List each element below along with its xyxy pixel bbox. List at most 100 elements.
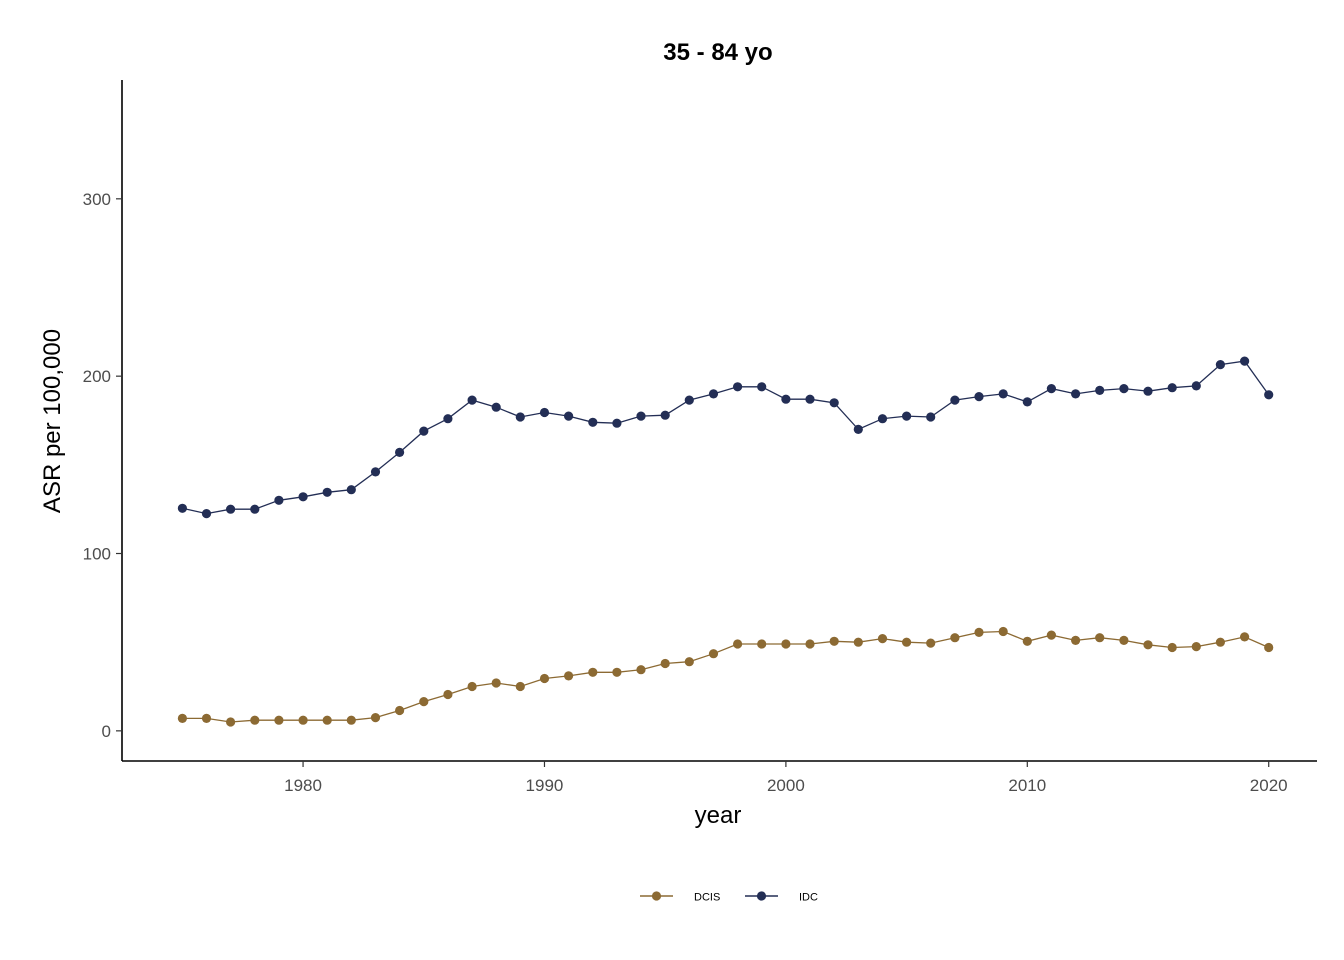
data-point-dcis (1191, 642, 1201, 652)
chart-title: 35 - 84 yo (663, 39, 772, 66)
x-tick-label: 1980 (284, 776, 322, 795)
legend-label-idc: IDC (799, 892, 818, 904)
series-layer (177, 356, 1274, 727)
data-point-idc (684, 395, 694, 405)
data-point-dcis (829, 636, 839, 646)
data-point-dcis (1119, 635, 1129, 646)
data-point-idc (708, 389, 719, 399)
data-point-idc (733, 382, 743, 392)
data-point-idc (443, 414, 453, 424)
data-point-idc (805, 394, 815, 404)
data-point-dcis (950, 633, 960, 643)
data-point-idc (926, 412, 936, 422)
data-point-dcis (226, 717, 236, 727)
data-point-dcis (346, 715, 356, 725)
data-point-idc (1071, 389, 1081, 399)
data-point-idc (298, 492, 308, 502)
data-point-idc (274, 495, 284, 505)
data-point-idc (1119, 384, 1129, 394)
data-point-idc (781, 394, 791, 404)
data-point-idc (1022, 397, 1032, 407)
data-point-dcis (660, 658, 670, 669)
data-point-idc (902, 411, 912, 421)
data-point-dcis (539, 673, 550, 684)
data-point-idc (1240, 356, 1250, 366)
data-point-dcis (177, 713, 187, 724)
x-tick-label: 1990 (526, 776, 564, 795)
data-point-dcis (1143, 640, 1153, 650)
x-tick-label: 2020 (1250, 776, 1288, 795)
data-point-idc (370, 467, 381, 477)
data-point-idc (950, 395, 960, 405)
data-point-dcis (274, 715, 284, 725)
data-point-dcis (1022, 636, 1032, 646)
data-point-dcis (781, 639, 791, 649)
data-point-dcis (853, 637, 863, 647)
data-point-dcis (419, 697, 429, 707)
data-point-idc (539, 407, 550, 418)
data-point-dcis (1095, 633, 1105, 643)
data-point-dcis (443, 689, 453, 700)
y-ticks: 0 100 200 300 (83, 190, 122, 741)
data-point-dcis (370, 713, 381, 723)
data-point-dcis (757, 639, 767, 649)
data-point-idc (250, 504, 260, 514)
data-point-dcis (467, 681, 477, 692)
data-point-idc (588, 417, 598, 427)
data-point-idc (177, 503, 187, 513)
data-point-idc (395, 447, 405, 457)
data-point-dcis (708, 649, 719, 659)
data-point-idc (491, 402, 501, 412)
data-point-idc (226, 504, 236, 514)
data-point-idc (1264, 390, 1274, 400)
data-point-idc (201, 508, 212, 519)
data-point-dcis (1071, 635, 1081, 646)
data-point-dcis (201, 713, 212, 724)
y-tick-label: 100 (83, 545, 111, 564)
series-line-idc (182, 360, 1270, 515)
data-point-idc (829, 398, 839, 408)
data-point-dcis (1046, 630, 1056, 640)
data-point-idc (346, 485, 356, 495)
series-line-dcis (182, 630, 1269, 723)
data-point-dcis (1167, 642, 1177, 653)
data-point-idc (636, 411, 646, 421)
data-point-dcis (1264, 642, 1274, 653)
data-point-idc (419, 426, 429, 436)
legend-label-dcis: DCIS (694, 892, 720, 904)
x-ticks: 1980 1990 2000 2010 2020 (284, 761, 1288, 795)
data-point-idc (998, 389, 1008, 399)
data-point-dcis (515, 681, 525, 692)
data-point-dcis (322, 715, 332, 725)
data-point-dcis (974, 627, 984, 638)
data-point-dcis (395, 705, 405, 716)
legend-key-point-dcis (651, 891, 662, 901)
x-tick-label: 2000 (767, 776, 805, 795)
data-point-idc (467, 395, 477, 405)
data-point-dcis (491, 678, 501, 688)
data-point-idc (1143, 386, 1153, 396)
data-point-dcis (588, 667, 598, 677)
y-axis-title: ASR per 100,000 (39, 329, 66, 513)
data-point-dcis (298, 715, 308, 725)
data-point-idc (322, 487, 332, 497)
y-tick-label: 300 (83, 190, 111, 209)
data-point-idc (612, 418, 622, 428)
legend-key-point-idc (756, 891, 767, 901)
y-tick-label: 200 (83, 367, 111, 386)
data-point-idc (1215, 360, 1225, 370)
data-point-dcis (998, 626, 1008, 637)
data-point-dcis (684, 657, 694, 667)
data-point-idc (757, 382, 767, 392)
data-point-dcis (1215, 637, 1225, 647)
data-point-idc (1046, 384, 1056, 394)
data-point-dcis (636, 665, 646, 675)
data-point-dcis (733, 639, 743, 649)
data-point-dcis (902, 637, 912, 647)
y-tick-label: 0 (102, 722, 111, 741)
data-point-dcis (926, 638, 936, 648)
data-point-idc (974, 392, 984, 402)
data-point-idc (877, 414, 888, 424)
data-point-idc (564, 411, 574, 421)
